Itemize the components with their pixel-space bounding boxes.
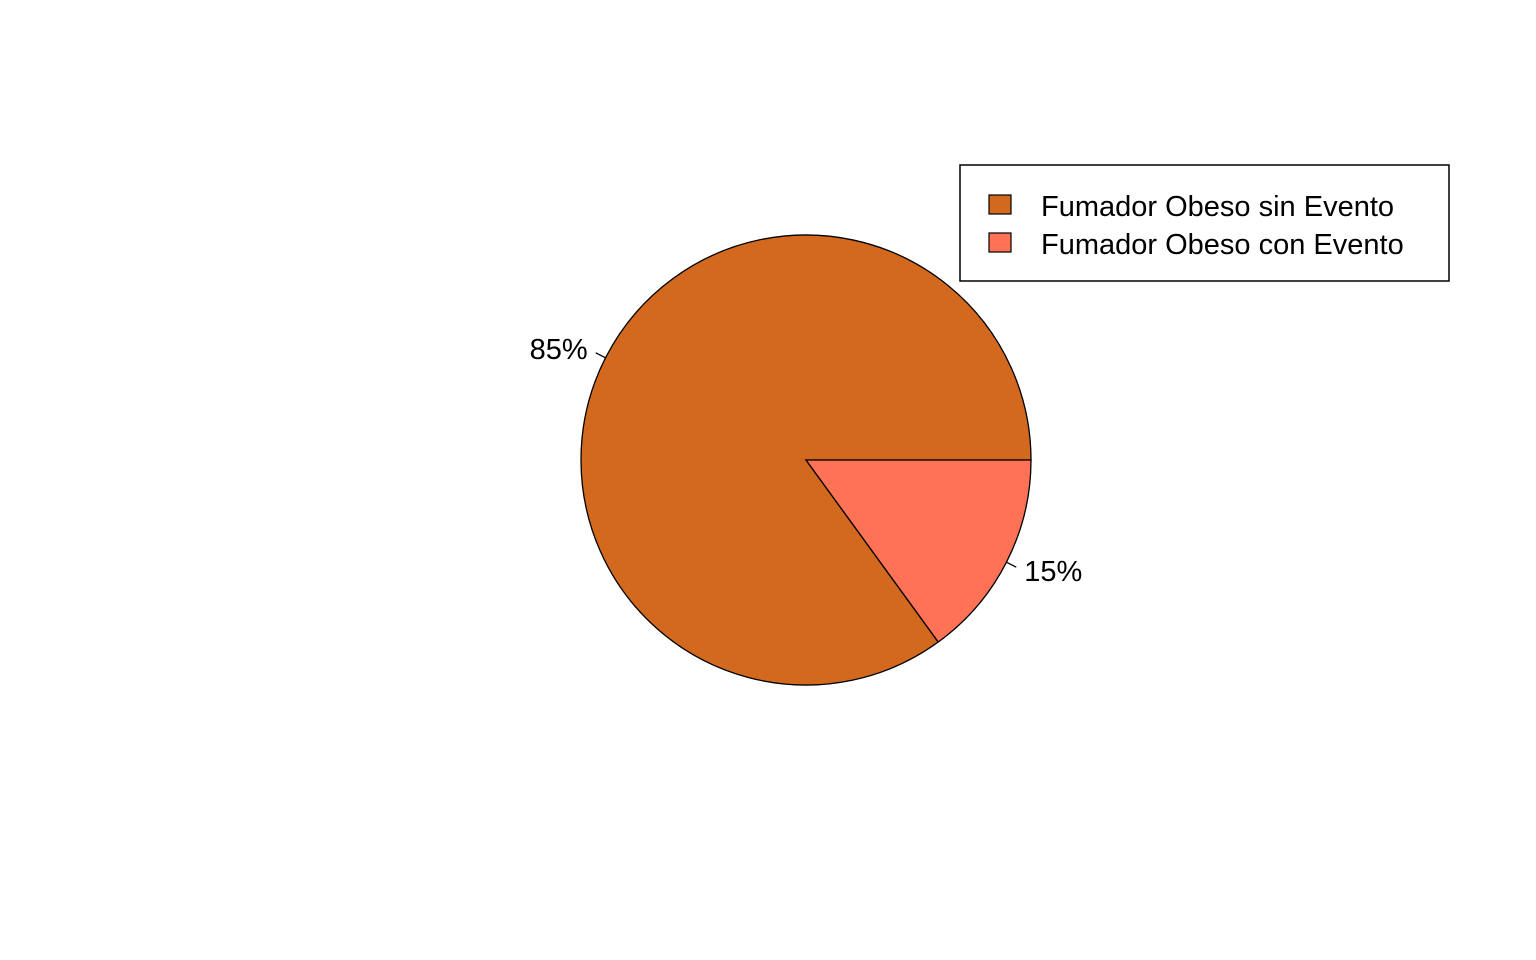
legend-swatch-sin-evento bbox=[988, 194, 1012, 215]
legend-label-sin-evento: Fumador Obeso sin Evento bbox=[1041, 191, 1394, 223]
pie-label-85: 85% bbox=[530, 334, 588, 366]
pie-label-tick bbox=[1006, 561, 1017, 568]
pie-label-15: 15% bbox=[1024, 556, 1082, 588]
legend-label-con-evento: Fumador Obeso con Evento bbox=[1041, 229, 1404, 261]
legend: Fumador Obeso sin Evento Fumador Obeso c… bbox=[959, 164, 1450, 282]
legend-box bbox=[959, 164, 1450, 282]
legend-swatch-con-evento bbox=[988, 232, 1012, 253]
pie-labels: 85% 15% bbox=[530, 334, 1083, 588]
pie-slice-con-evento bbox=[804, 459, 1032, 643]
pie-slices bbox=[580, 234, 1032, 686]
pie-label-tick bbox=[595, 352, 606, 359]
